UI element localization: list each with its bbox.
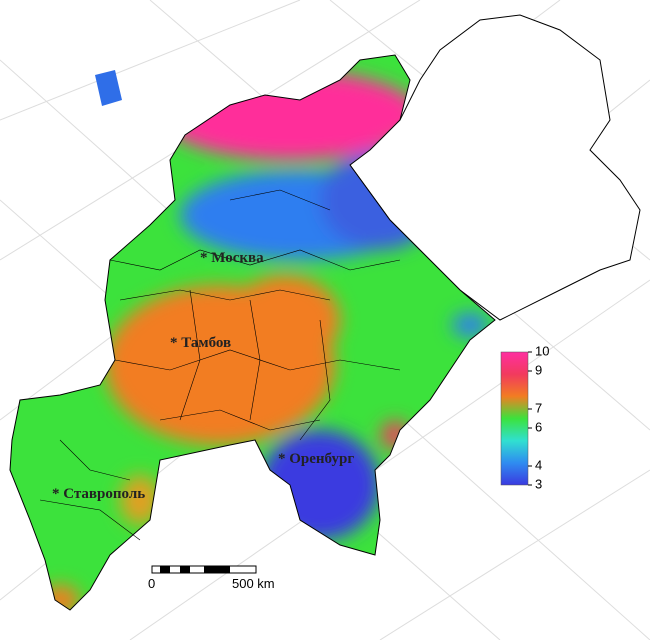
scale-segment (180, 566, 190, 573)
city-label: * Москва (200, 250, 264, 266)
colorbar-tick-label: 9 (535, 362, 542, 377)
scale-segment (204, 566, 230, 573)
colorbar-tick-label: 7 (535, 400, 542, 415)
colorbar-tick-label: 6 (535, 419, 542, 434)
region-no-data (349, 14, 641, 321)
city-label: * Оренбург (278, 451, 354, 467)
city-label: * Ставрополь (52, 486, 145, 502)
scale-label: 0 (148, 576, 155, 591)
scale-bar: 0 500 km (148, 565, 275, 591)
outline (9, 54, 496, 611)
scale-label: 500 km (232, 576, 275, 591)
island (95, 70, 122, 106)
colorbar-tick-label: 4 (535, 457, 542, 472)
colorbar-ticks: 3 4 6 7 9 10 (528, 343, 549, 491)
scale-segment (160, 566, 170, 573)
colorbar-tick-label: 10 (535, 343, 549, 358)
colorbar-tick-label: 3 (535, 476, 542, 491)
colorbar (500, 351, 529, 486)
city-label: * Тамбов (170, 335, 231, 351)
borders (39, 189, 401, 541)
